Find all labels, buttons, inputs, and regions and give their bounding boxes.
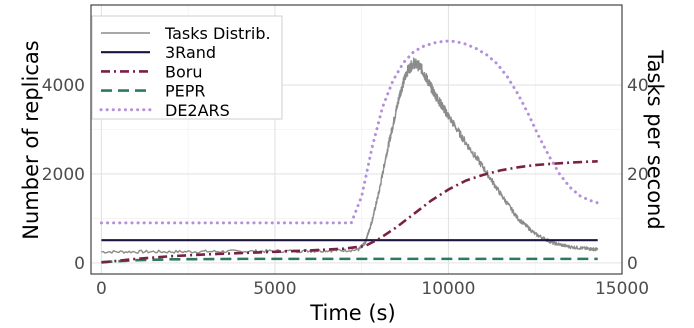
plot-panel-border — [90, 4, 623, 275]
y-tick-labels: 0 2000 4000 — [42, 76, 85, 274]
y-tick-label: 2000 — [42, 165, 85, 185]
y-tick-label: 4000 — [42, 76, 85, 96]
legend-label-de2ars: DE2ARS — [165, 101, 230, 120]
x-axis-title: Time (s) — [309, 301, 395, 325]
y2-axis-title: Tasks per second — [643, 49, 667, 229]
x-tick-label: 10000 — [421, 279, 475, 299]
y2-tick-label: 40 — [627, 76, 649, 96]
series-line-tasks-distrib — [101, 57, 599, 254]
series-line-pepr — [101, 257, 598, 264]
x-tick-label: 5000 — [253, 279, 296, 299]
legend-label-tasks-distrib: Tasks Distrib. — [164, 24, 271, 43]
legend-label-3rand: 3Rand — [165, 43, 216, 62]
legend-label-pepr: PEPR — [165, 82, 206, 101]
y-tick-label: 0 — [74, 254, 85, 274]
x-tick-label: 15000 — [595, 279, 649, 299]
y2-tick-label: 20 — [627, 165, 649, 185]
series-layer — [99, 39, 600, 264]
x-tick-labels: 0 5000 10000 15000 — [96, 279, 649, 299]
series-line-de2ars — [99, 39, 600, 225]
y2-tick-label: 0 — [627, 254, 638, 274]
legend-label-boru: Boru — [165, 62, 202, 81]
legend-item-3rand: 3Rand — [101, 43, 216, 62]
legend-item-boru: Boru — [101, 62, 202, 81]
x-tick-label: 0 — [96, 279, 107, 299]
series-line-boru — [101, 159, 598, 264]
y-axis-title: Number of replicas — [19, 40, 43, 239]
legend-item-tasks-distrib: Tasks Distrib. — [101, 24, 271, 43]
legend: Tasks Distrib. 3Rand Boru PEPR DE2ARS — [91, 15, 283, 120]
legend-item-pepr: PEPR — [101, 82, 206, 101]
legend-item-de2ars: DE2ARS — [99, 101, 230, 120]
y2-tick-labels: 0 20 40 — [627, 76, 649, 274]
